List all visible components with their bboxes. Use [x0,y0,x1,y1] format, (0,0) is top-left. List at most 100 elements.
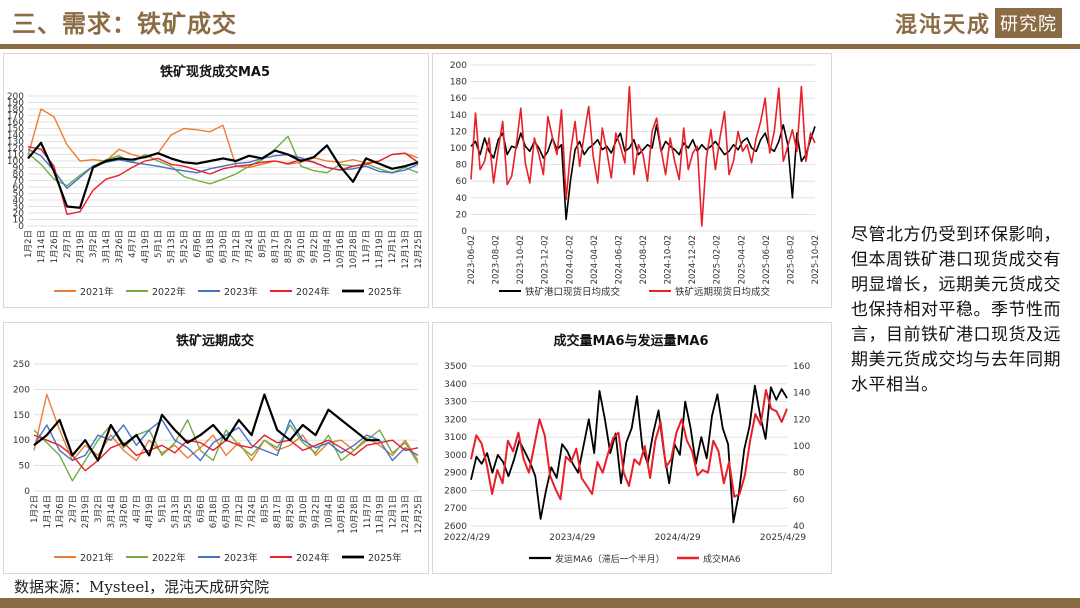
y-tick-label: 200 [13,385,30,395]
header-divider [0,44,1080,49]
data-source: 数据来源：Mysteel，混沌天成研究院 [14,578,270,596]
x-tick-label: 2025-10-02 [811,235,821,284]
x-tick-label: 6月30日 [222,495,232,528]
x-tick-label: 11月19日 [375,230,385,269]
y-tick-label: 130 [7,138,24,148]
y-tick-label: 40 [456,194,468,204]
y-tick-label: 100 [13,436,30,446]
y-tick-label: 3100 [444,433,467,443]
legend-label: 铁矿港口现货日均成交 [525,286,621,298]
x-tick-label: 4月19日 [145,495,155,528]
legend-label: 2025年 [368,552,402,564]
x-tick-label: 9月10日 [297,230,307,263]
x-tick-label: 5月25日 [180,230,190,263]
y-tick-label: 160 [450,94,467,104]
y-tick-label: 180 [7,105,24,115]
x-tick-label: 5月1日 [158,495,168,523]
x-tick-label: 12月25日 [414,230,424,269]
x-tick-label: 2月19日 [81,495,91,528]
x-tick-label: 1月2日 [30,495,40,523]
chart-frame-1 [3,53,429,308]
logo-main-text: 混沌天成 [894,12,991,38]
x-tick-label: 11月7日 [363,495,373,528]
x-tick-label: 9月22日 [312,495,322,528]
x-tick-label: 2025-04-02 [737,235,747,284]
y-tick-label: 150 [13,411,30,421]
y-tick-label: 50 [19,462,31,472]
y-tick-label: 100 [450,144,467,154]
x-tick-label: 5月13日 [171,495,181,528]
logo-sub-text: 研究院 [995,8,1062,38]
x-tick-label: 2024-02-02 [565,235,575,284]
y-tick-label: 60 [456,177,468,187]
chart-title: 铁矿现货成交MA5 [159,64,270,80]
x-tick-label: 3月14日 [107,495,117,528]
x-tick-label: 10月28日 [350,495,360,534]
x-tick-label: 12月1日 [388,495,398,528]
chart-spot-ma5: 铁矿现货成交MA5 0102030405060708090100110120130… [4,54,426,305]
series-line-1 [470,384,788,524]
x-tick-label: 7月12日 [235,495,245,528]
y-tick-label: 30 [13,203,25,213]
y2-tick-label: 80 [793,469,805,479]
legend-label: 2022年 [152,286,186,298]
x-tick-label: 6月18日 [209,495,219,528]
x-tick-label: 3月26日 [115,230,125,263]
y-tick-label: 20 [13,209,25,219]
x-tick-label: 8月17日 [273,495,283,528]
y-tick-label: 3500 [444,362,467,372]
y-tick-label: 120 [450,127,467,137]
series-line-1 [470,124,816,221]
legend-label: 2024年 [296,552,330,564]
y2-tick-label: 160 [793,362,810,372]
x-tick-label: 11月19日 [376,495,386,534]
series-line-2 [33,419,419,482]
y-tick-label: 80 [13,170,25,180]
x-tick-label: 3月26日 [120,495,130,528]
y2-tick-label: 40 [793,522,805,532]
y-tick-label: 190 [7,99,24,109]
x-tick-label: 5月13日 [167,230,177,263]
x-tick-label: 2025-08-02 [786,235,796,284]
x-tick-label: 10月28日 [349,230,359,269]
x-tick-label: 3月14日 [102,230,112,263]
x-tick-label: 6月6日 [196,495,206,523]
x-tick-label: 11月7日 [362,230,372,263]
x-tick-label: 10月4日 [323,230,333,263]
x-tick-label: 6月6日 [193,230,203,258]
chart-volume-vs-shipment: 成交量MA6与发运量MA6 2600 2700 2800 2900 3000 3100 320… [433,323,829,571]
x-tick-label: 2022/4/29 [444,533,490,543]
chart-frame-2 [432,53,832,308]
x-tick-label: 2024-06-02 [614,235,624,284]
x-tick-label: 12月13日 [401,230,411,269]
y-tick-label: 140 [7,131,24,141]
y-tick-label: 2800 [444,486,467,496]
y-tick-label: 200 [7,92,24,102]
x-tick-label: 4月7日 [128,230,138,258]
y-tick-label: 3200 [444,415,467,425]
chart-title: 成交量MA6与发运量MA6 [553,333,708,349]
y2-tick-label: 140 [793,389,810,399]
x-tick-label: 7月24日 [245,230,255,263]
x-tick-label: 2月19日 [76,230,86,263]
y-tick-label: 60 [13,183,25,193]
y-tick-label: 90 [13,164,25,174]
footer-bar [0,598,1080,608]
series-line-1 [27,108,419,169]
y-tick-label: 2700 [444,504,467,514]
series-line-5 [33,393,380,462]
y-tick-label: 150 [7,125,24,135]
x-tick-label: 2023-10-02 [516,235,526,284]
legend-label: 2025年 [368,286,402,298]
series-line-2 [470,389,788,501]
x-tick-label: 8月29日 [286,495,296,528]
x-tick-label: 3月2日 [89,230,99,258]
x-tick-label: 10月4日 [324,495,334,528]
chart-frame-4 [432,322,832,574]
x-tick-label: 2024-12-02 [688,235,698,284]
x-tick-label: 5月25日 [184,495,194,528]
x-tick-label: 8月17日 [271,230,281,263]
x-tick-label: 8月29日 [284,230,294,263]
y2-tick-label: 120 [793,415,810,425]
x-tick-label: 1月26日 [56,495,66,528]
